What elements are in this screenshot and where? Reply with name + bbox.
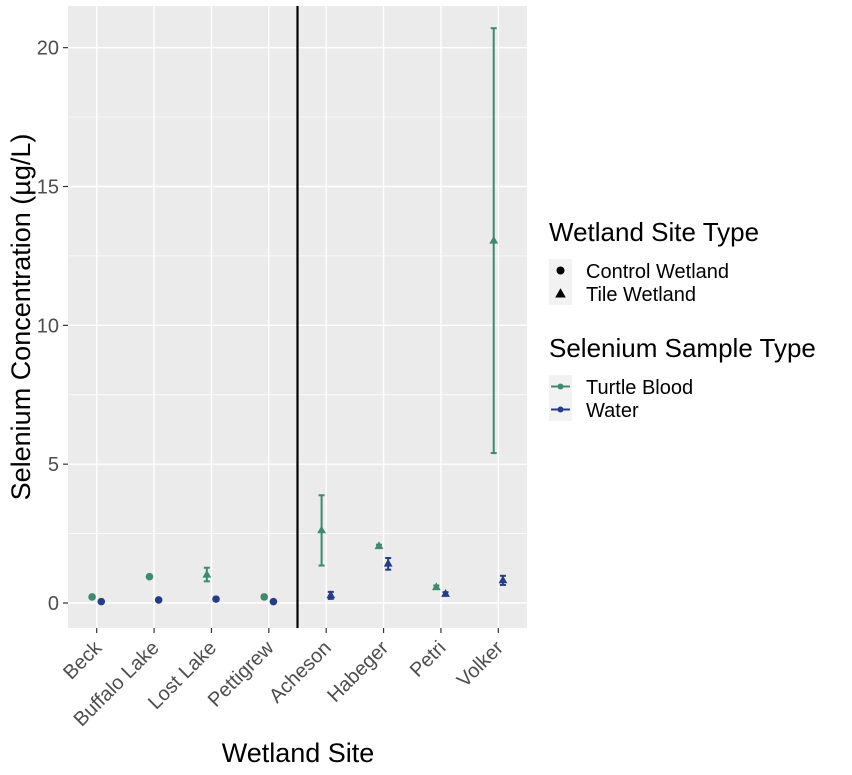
y-tick-label: 20 [37,38,59,60]
y-axis-title: Selenium Concentration (µg/L) [6,134,36,501]
legend-label-turtle-blood: Turtle Blood [586,377,693,399]
x-tick-label-beck: Beck [59,636,107,684]
legend-circle-icon [556,266,565,275]
point-water-pettigrew [269,597,278,606]
x-tick-label-acheson: Acheson [265,637,336,708]
x-axis-title: Wetland Site [222,738,375,768]
point-turtle-blood-petri [431,582,441,591]
legend-dot-turtle-blood-icon [557,383,564,390]
y-tick-label: 0 [48,593,59,615]
point-turtle-blood-buffalo-lake [145,572,154,581]
y-axis: 0 5 10 15 20 [37,38,68,615]
x-tick-label-petri: Petri [406,637,451,682]
y-tick-label: 10 [37,315,59,337]
y-tick-label: 15 [37,176,59,198]
legend-sample-type-title: Selenium Sample Type [549,333,816,363]
point-turtle-blood-volker [489,235,499,244]
point-water-buffalo-lake [154,596,163,604]
point-water-petri [441,589,450,597]
x-tick-label-habeger: Habeger [323,637,393,707]
point-water-volker [498,575,508,584]
legend-label-control-wetland: Control Wetland [586,261,729,283]
x-tick-label-volker: Volker [453,637,508,692]
point-water-habeger [383,558,393,567]
legend-triangle-icon [555,288,566,298]
point-water-lost-lake [212,595,220,603]
legend-site-type-title: Wetland Site Type [549,217,759,247]
legend-label-tile-wetland: Tile Wetland [586,284,696,306]
point-water-acheson [326,590,336,599]
legend-sample-type: Selenium Sample Type Turtle Blood Water [549,333,816,422]
y-tick-label: 5 [48,454,59,476]
point-turtle-blood-beck [88,593,96,601]
point-water-beck [97,597,106,606]
point-turtle-blood-pettigrew [260,593,269,601]
data-points [88,235,508,606]
legend-dot-water-icon [557,406,564,413]
point-turtle-blood-habeger [374,541,384,550]
point-turtle-blood-lost-lake [202,569,212,578]
grid-major [68,6,527,628]
legend-label-water: Water [586,400,639,422]
point-turtle-blood-acheson [317,525,326,534]
legend-site-type: Wetland Site Type Control Wetland Tile W… [549,217,759,306]
